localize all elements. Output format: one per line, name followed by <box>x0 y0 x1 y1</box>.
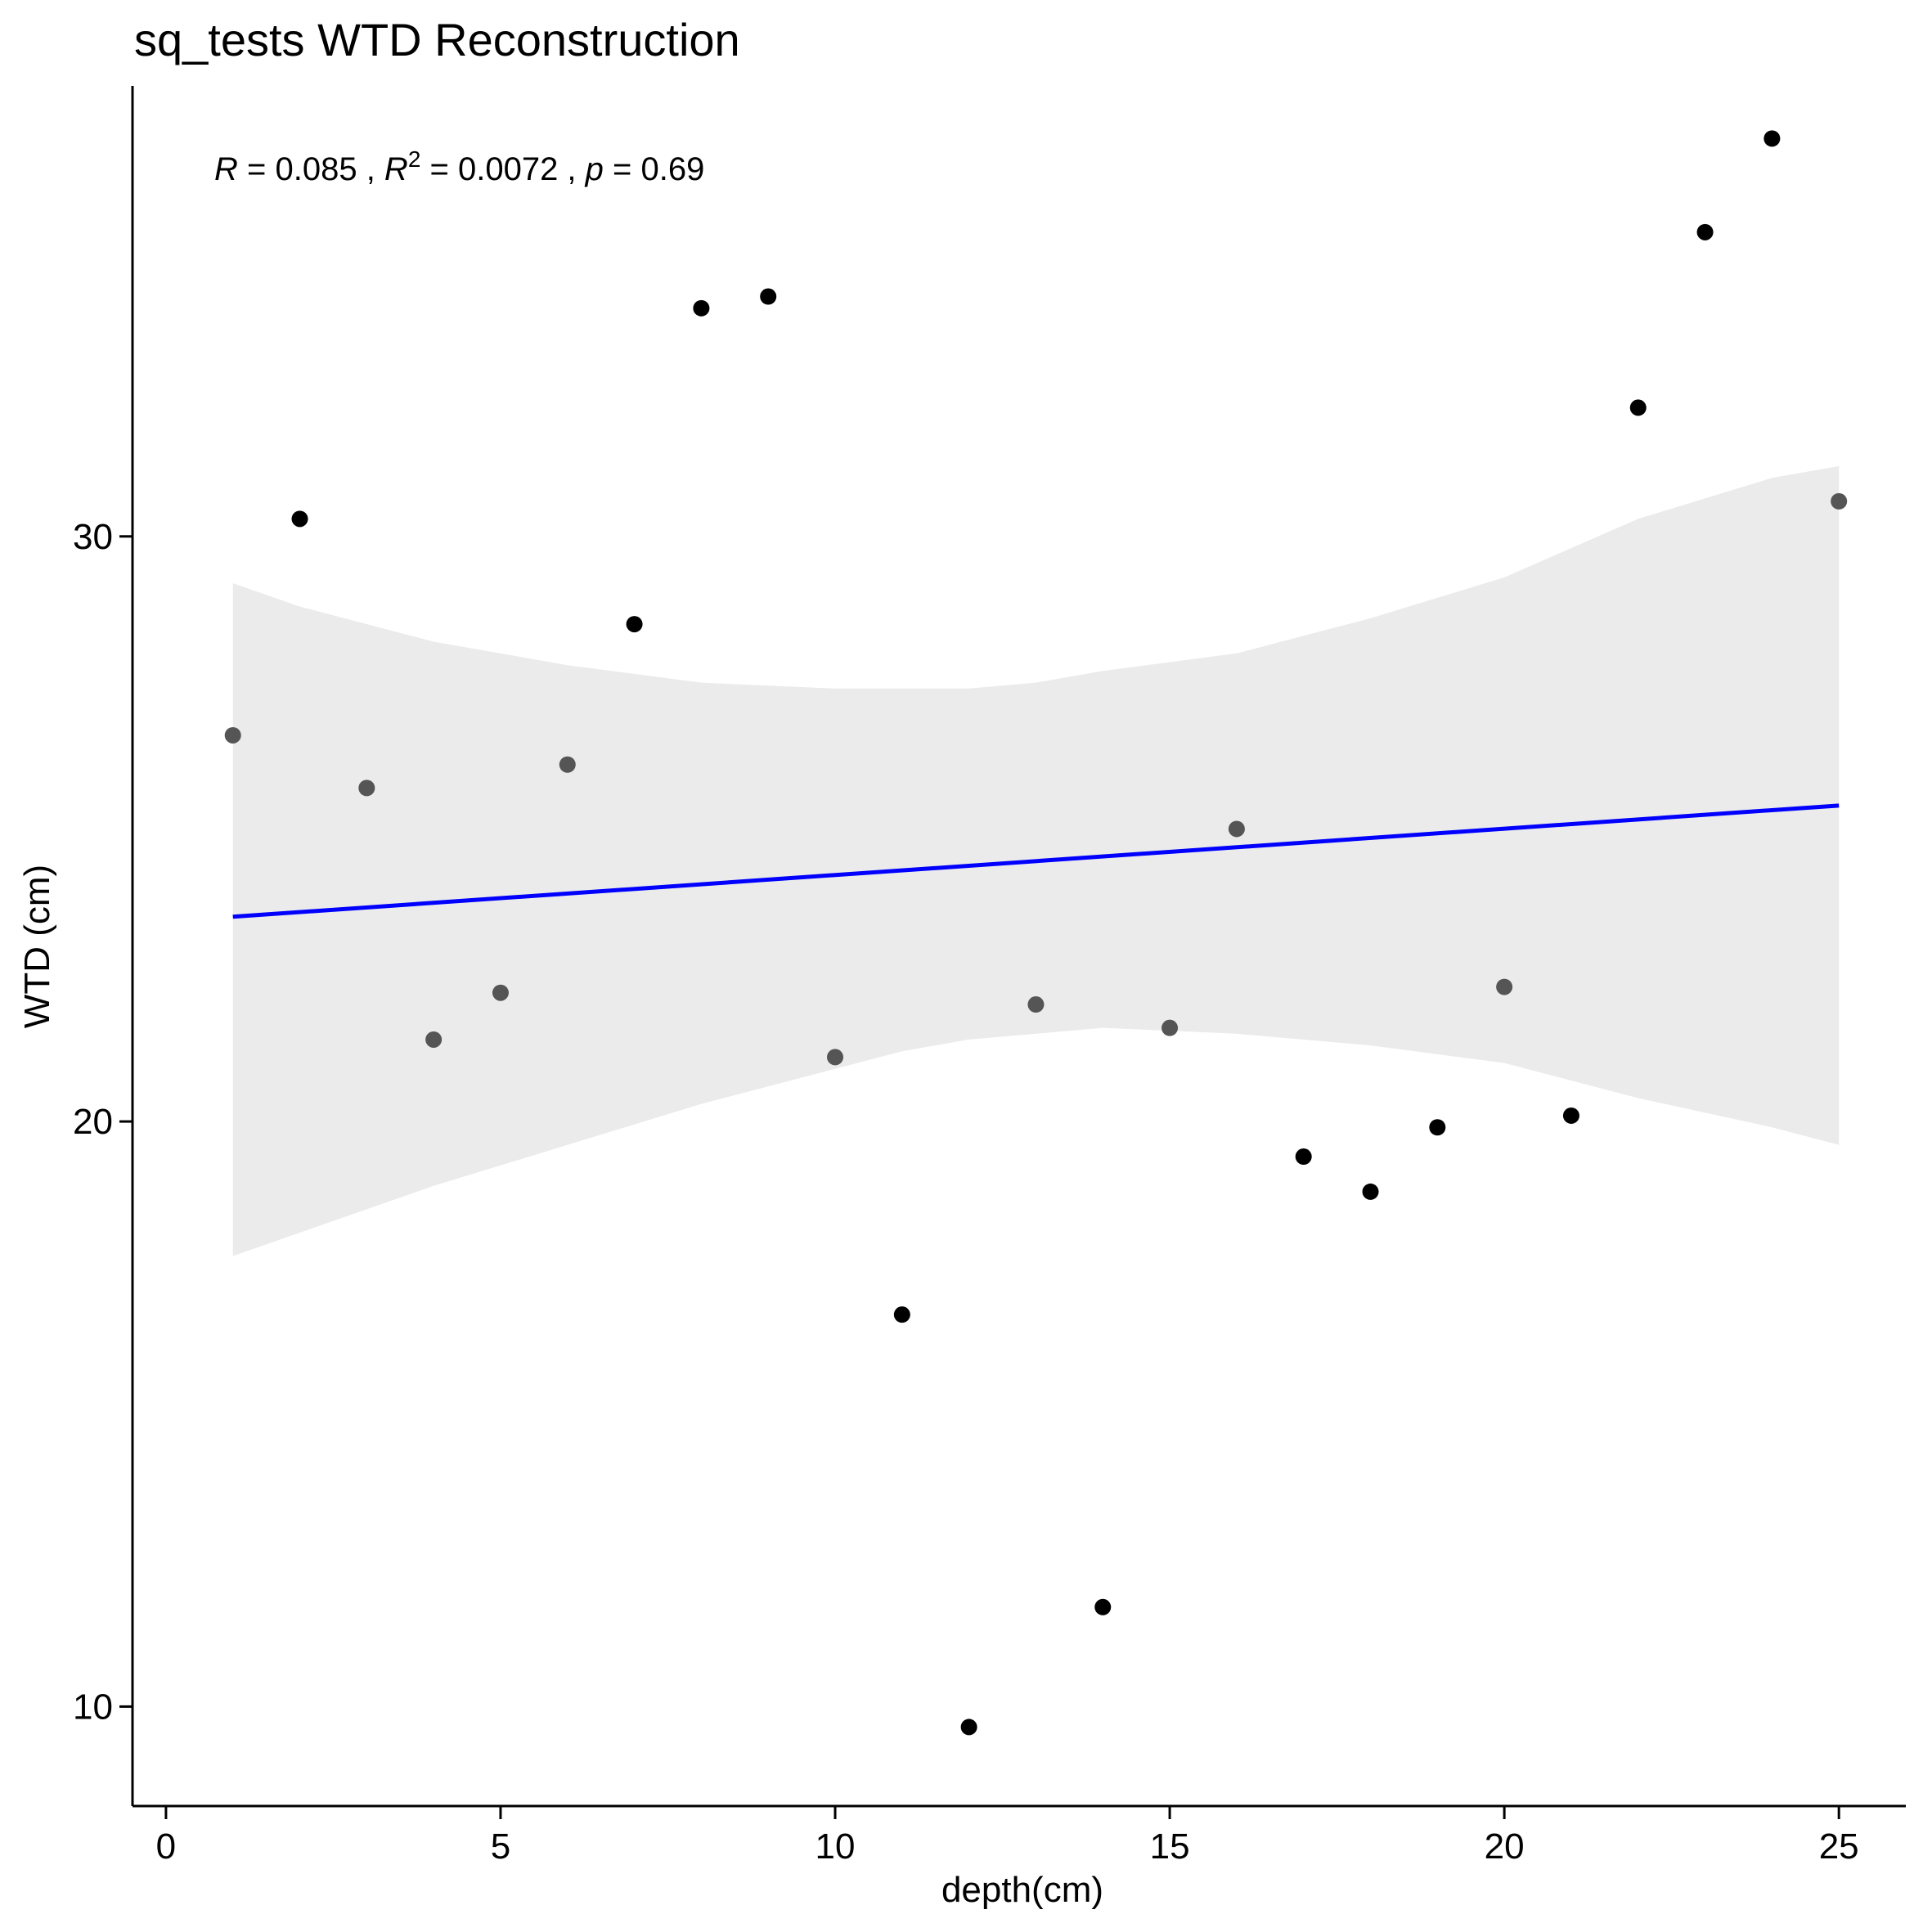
r2-superscript: 2 <box>408 146 421 172</box>
data-point-2 <box>291 510 308 528</box>
data-point-4 <box>425 1031 443 1048</box>
data-point-24 <box>1764 130 1781 147</box>
p-label: p <box>585 151 604 187</box>
x-tick-label: 15 <box>1150 1826 1190 1867</box>
data-point-14 <box>1094 1598 1112 1615</box>
data-point-17 <box>1295 1148 1312 1166</box>
y-ticks: 10 20 30 <box>73 517 133 1727</box>
data-point-21 <box>1562 1107 1579 1124</box>
y-tick-label: 30 <box>73 517 113 557</box>
r2-value: = 0.0072 , <box>420 151 585 187</box>
x-tick-label: 10 <box>815 1826 856 1867</box>
data-point-12 <box>960 1719 977 1736</box>
y-tick-label: 20 <box>73 1102 113 1142</box>
data-point-18 <box>1362 1183 1379 1200</box>
x-tick-label: 0 <box>156 1826 176 1867</box>
y-tick-label: 10 <box>73 1687 113 1727</box>
data-point-9 <box>760 288 777 305</box>
x-tick-label: 5 <box>491 1826 510 1867</box>
data-point-8 <box>693 299 710 317</box>
data-point-23 <box>1696 223 1714 240</box>
data-point-6 <box>559 756 576 773</box>
y-axis-label: WTD (cm) <box>17 865 57 1028</box>
regression-line <box>232 803 1840 919</box>
data-point-3 <box>358 780 375 797</box>
x-axis-label: depth(cm) <box>941 1870 1103 1910</box>
data-point-25 <box>1831 492 1848 510</box>
x-tick-label: 20 <box>1485 1826 1525 1867</box>
r-value: = 0.085 , <box>238 151 384 187</box>
data-point-19 <box>1429 1119 1446 1136</box>
r-label: R <box>214 151 238 187</box>
data-point-15 <box>1161 1019 1179 1036</box>
regression-annotation: R = 0.085 , R2 = 0.0072 , p = 0.69 <box>214 146 704 187</box>
data-point-20 <box>1496 978 1513 995</box>
p-value: = 0.69 <box>604 151 704 187</box>
data-point-7 <box>626 616 643 633</box>
data-point-16 <box>1228 820 1245 838</box>
data-point-13 <box>1027 996 1045 1013</box>
data-point-22 <box>1629 399 1647 416</box>
data-points <box>224 130 1848 1736</box>
x-ticks: 0 5 10 15 20 25 <box>156 1806 1859 1867</box>
data-point-11 <box>893 1306 910 1323</box>
data-point-5 <box>492 984 509 1001</box>
chart-title: sq_tests WTD Reconstruction <box>134 14 740 65</box>
x-tick-label: 25 <box>1819 1826 1859 1867</box>
data-point-10 <box>827 1049 844 1066</box>
data-point-1 <box>224 726 241 744</box>
r2-label: R <box>384 151 408 187</box>
